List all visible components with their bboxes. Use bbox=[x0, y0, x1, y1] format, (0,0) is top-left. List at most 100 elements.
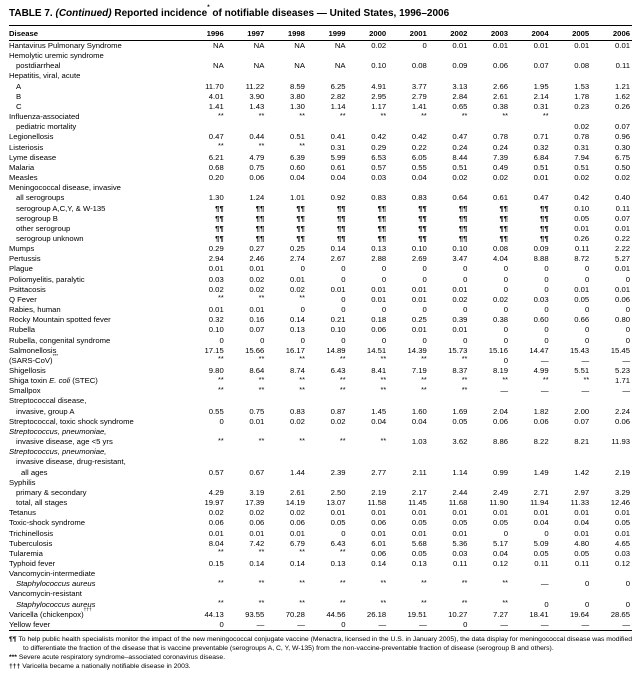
table-row: (SARS-CoV)*** ** ** ** ** ** ** ** 0— — — bbox=[9, 354, 632, 366]
disease-cell: all ages bbox=[21, 467, 48, 477]
value-cell: ** bbox=[429, 111, 470, 122]
value-cell: 0.06 bbox=[371, 518, 387, 528]
table-row: invasive disease, age <5 yrs ** ** ** ** ** 1.… bbox=[9, 435, 632, 447]
value-cell: 2.22 bbox=[615, 244, 630, 254]
value-cell: ** bbox=[429, 375, 470, 386]
value-cell: NA bbox=[213, 61, 224, 71]
value-cell: 1.44 bbox=[289, 467, 305, 477]
value-cell: — bbox=[581, 619, 590, 629]
pilcrow-marker: ¶¶ bbox=[255, 203, 265, 213]
value-cell: 8.74 bbox=[289, 366, 305, 375]
value-cell: 0.14 bbox=[249, 558, 265, 568]
not-notifiable-marker: ** bbox=[258, 435, 265, 445]
value-cell: 0.01 bbox=[411, 284, 427, 294]
not-notifiable-marker: ** bbox=[461, 384, 468, 394]
value-cell: 0.01 bbox=[615, 264, 630, 274]
value-cell: 2.74 bbox=[289, 254, 305, 264]
value-cell: 0.26 bbox=[574, 233, 590, 243]
value-cell: NA bbox=[253, 41, 265, 50]
value-cell: 0.83 bbox=[411, 193, 427, 203]
value-cell: ¶¶ bbox=[388, 234, 429, 244]
value-cell: 0.80 bbox=[615, 315, 630, 325]
value-cell: 0.68 bbox=[208, 162, 224, 172]
not-notifiable-marker: ** bbox=[218, 354, 224, 364]
value-cell: 0.02 bbox=[330, 416, 346, 426]
value-cell: 5.99 bbox=[330, 152, 346, 162]
value-cell: 0.13 bbox=[371, 244, 387, 254]
value-cell: 2.00 bbox=[574, 406, 590, 416]
pilcrow-marker: ¶¶ bbox=[377, 233, 387, 243]
disease-cell: Rubella bbox=[9, 325, 36, 335]
value-cell: 0.07 bbox=[615, 213, 630, 223]
disease-cell-part: Shiga toxin bbox=[9, 376, 50, 386]
value-cell: 0.12 bbox=[615, 558, 630, 568]
value-cell: 0 bbox=[544, 305, 549, 315]
value-cell: 0 bbox=[503, 305, 508, 315]
not-notifiable-marker: ** bbox=[258, 577, 265, 587]
value-cell: 0.01 bbox=[208, 264, 224, 274]
disease-cell-part: *** bbox=[52, 354, 59, 360]
disease-cell: B bbox=[16, 91, 22, 101]
disease-cell: invasive, group A bbox=[16, 406, 75, 416]
value-cell: 16.17 bbox=[285, 345, 305, 355]
value-cell: 0.51 bbox=[289, 132, 305, 142]
value-cell: 0.23 bbox=[574, 101, 590, 111]
value-cell: 1.42 bbox=[574, 467, 590, 477]
value-cell: ** bbox=[469, 111, 510, 122]
disease-cell: total, all stages bbox=[16, 498, 68, 508]
table-row: Streptococcus, pneumoniae, bbox=[9, 447, 632, 457]
pilcrow-marker: ¶¶ bbox=[337, 233, 346, 243]
value-cell: ** bbox=[266, 141, 307, 153]
value-cell: ¶¶ bbox=[226, 234, 267, 244]
value-cell: ** bbox=[429, 598, 470, 610]
not-notifiable-marker: ** bbox=[299, 374, 305, 384]
pilcrow-marker: ¶¶ bbox=[418, 223, 427, 233]
disease-cell: invasive disease, age <5 yrs bbox=[16, 437, 113, 447]
not-notifiable-marker: ** bbox=[461, 354, 468, 364]
value-cell: 0.02 bbox=[615, 173, 630, 183]
value-cell: 11.93 bbox=[611, 437, 630, 447]
disease-cell-part: E. coli bbox=[49, 376, 71, 386]
value-cell: 0.32 bbox=[208, 315, 224, 325]
value-cell: 2.44 bbox=[452, 487, 468, 497]
value-cell: 0.25 bbox=[289, 244, 305, 254]
value-cell: 1.17 bbox=[371, 101, 387, 111]
column-header-year: 2000 bbox=[347, 25, 389, 41]
value-cell: 44.13 bbox=[204, 609, 224, 619]
spacer-cells bbox=[185, 427, 632, 437]
disease-cell: Tuberculosis bbox=[9, 538, 53, 548]
value-cell: 0 bbox=[219, 335, 224, 345]
value-cell: 0.01 bbox=[574, 508, 590, 518]
value-cell: ¶¶ bbox=[388, 224, 429, 234]
footnote-text: Severe acute respiratory syndrome–associ… bbox=[18, 654, 226, 662]
value-cell: 0 bbox=[300, 335, 305, 345]
value-cell: 0.03 bbox=[615, 548, 630, 558]
value-cell: 0.96 bbox=[615, 132, 630, 142]
value-cell: ** bbox=[185, 293, 226, 305]
value-cell: 0.04 bbox=[493, 548, 508, 558]
table-row: Shiga toxin E. coli (STEC) ** ** ** ** ** ** **… bbox=[9, 374, 632, 386]
value-cell: 0.01 bbox=[371, 294, 387, 304]
value-cell: 6.53 bbox=[371, 152, 387, 162]
value-cell: — bbox=[622, 386, 630, 396]
value-cell: 0.65 bbox=[452, 101, 468, 111]
value-cell: 0.31 bbox=[574, 142, 590, 152]
column-header-year: 1999 bbox=[306, 25, 348, 41]
value-cell: 0.32 bbox=[533, 142, 549, 152]
value-cell: 3.47 bbox=[452, 254, 468, 264]
value-cell: 8.19 bbox=[493, 366, 508, 375]
value-cell: 15.16 bbox=[488, 345, 508, 355]
value-cell: 0.01 bbox=[615, 41, 630, 50]
value-cell: 0.01 bbox=[574, 284, 590, 294]
value-cell: 0.02 bbox=[574, 122, 590, 132]
value-cell: 2.94 bbox=[208, 254, 224, 264]
value-cell: 0.01 bbox=[371, 284, 387, 294]
value-cell: 5.17 bbox=[493, 538, 508, 548]
value-cell: 2.82 bbox=[330, 91, 346, 101]
value-cell: 0.06 bbox=[533, 416, 549, 426]
value-cell: ** bbox=[388, 111, 429, 122]
table-row: Hepatitis, viral, acute bbox=[9, 71, 632, 81]
value-cell: 1.14 bbox=[452, 467, 468, 477]
value-cell: 0 bbox=[463, 274, 468, 284]
not-notifiable-marker: ** bbox=[542, 110, 549, 120]
